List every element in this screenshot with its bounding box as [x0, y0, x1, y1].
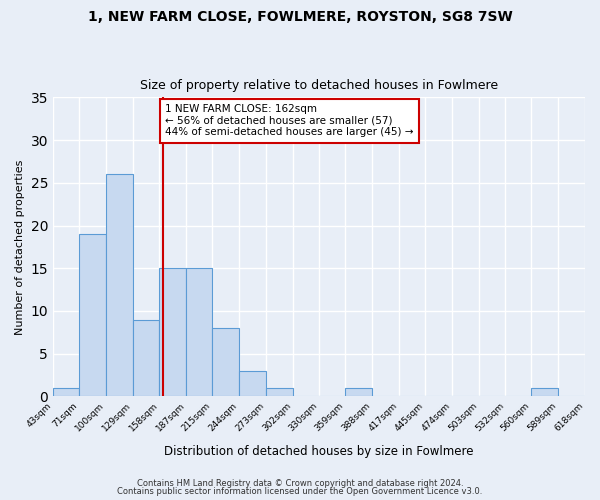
Bar — [266, 388, 293, 396]
Bar — [133, 320, 160, 396]
Bar — [106, 174, 133, 396]
Bar — [186, 268, 212, 396]
Text: 1, NEW FARM CLOSE, FOWLMERE, ROYSTON, SG8 7SW: 1, NEW FARM CLOSE, FOWLMERE, ROYSTON, SG… — [88, 10, 512, 24]
Y-axis label: Number of detached properties: Number of detached properties — [15, 159, 25, 334]
Bar — [160, 268, 186, 396]
X-axis label: Distribution of detached houses by size in Fowlmere: Distribution of detached houses by size … — [164, 444, 474, 458]
Bar — [346, 388, 372, 396]
Text: Contains public sector information licensed under the Open Government Licence v3: Contains public sector information licen… — [118, 487, 482, 496]
Bar — [212, 328, 239, 396]
Bar — [532, 388, 558, 396]
Text: Contains HM Land Registry data © Crown copyright and database right 2024.: Contains HM Land Registry data © Crown c… — [137, 478, 463, 488]
Title: Size of property relative to detached houses in Fowlmere: Size of property relative to detached ho… — [140, 79, 498, 92]
Bar — [239, 371, 266, 396]
Bar — [53, 388, 79, 396]
Bar — [79, 234, 106, 396]
Text: 1 NEW FARM CLOSE: 162sqm
← 56% of detached houses are smaller (57)
44% of semi-d: 1 NEW FARM CLOSE: 162sqm ← 56% of detach… — [165, 104, 413, 138]
